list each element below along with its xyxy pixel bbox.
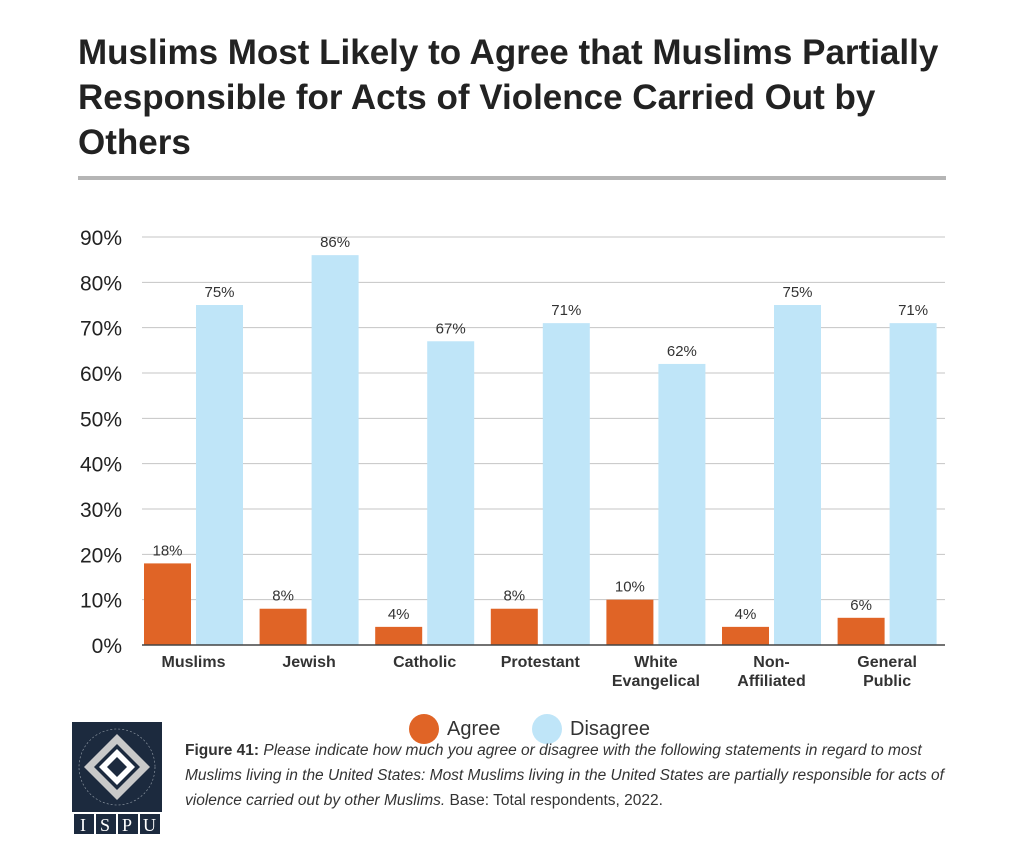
data-label: 71% xyxy=(898,302,928,319)
caption-label: Figure 41: xyxy=(185,742,260,759)
data-label: 10% xyxy=(615,579,645,596)
y-tick-label: 30% xyxy=(80,499,122,522)
y-tick-label: 40% xyxy=(80,454,122,477)
legend-agree-label: Agree xyxy=(447,717,501,740)
y-tick-label: 80% xyxy=(80,272,122,295)
legend-disagree: Disagree xyxy=(532,714,650,744)
x-tick-label: Public xyxy=(863,673,911,690)
data-label: 86% xyxy=(320,234,350,251)
bar-chart: 0% 10% 20% 30% 40% 50% 60% 70% 80% 90% 18% 75% Musli… xyxy=(80,227,945,690)
y-tick-label: 60% xyxy=(80,363,122,386)
x-tick-label: Muslims xyxy=(161,654,225,671)
x-tick-label: Catholic xyxy=(393,654,456,671)
figure-caption: Figure 41: Please indicate how much you … xyxy=(185,738,975,813)
x-tick-label: Non- xyxy=(753,654,789,671)
bar-disagree xyxy=(427,341,475,645)
data-label: 75% xyxy=(782,284,812,301)
caption-base: Base: Total respondents, 2022. xyxy=(445,792,663,809)
legend-disagree-swatch xyxy=(532,714,562,744)
data-label: 6% xyxy=(850,597,872,614)
y-tick-label: 90% xyxy=(80,227,122,250)
bar-agree xyxy=(259,608,307,645)
x-tick-label: Evangelical xyxy=(612,673,700,690)
data-label: 71% xyxy=(551,302,581,319)
bar-agree xyxy=(144,563,191,645)
x-tick-label: General xyxy=(857,654,917,671)
bar-agree xyxy=(606,599,654,645)
y-tick-label: 0% xyxy=(92,635,122,658)
bar-agree xyxy=(722,626,769,645)
x-tick-label: White xyxy=(634,654,678,671)
legend-disagree-label: Disagree xyxy=(570,717,651,740)
x-tick-label: Protestant xyxy=(501,654,581,671)
chart-title: Muslims Most Likely to Agree that Muslim… xyxy=(78,33,939,162)
bar-agree xyxy=(837,617,885,645)
legend-agree-swatch xyxy=(409,714,439,744)
caption-question: Please indicate how much you agree or di… xyxy=(185,742,944,809)
data-label: 62% xyxy=(667,343,697,360)
ispu-logo: I S P U xyxy=(72,722,162,835)
data-label: 8% xyxy=(272,588,294,605)
svg-text:S: S xyxy=(100,815,110,835)
y-tick-label: 10% xyxy=(80,590,122,613)
title-divider xyxy=(78,176,946,180)
bar-agree xyxy=(490,608,538,645)
bar-agree xyxy=(375,626,423,645)
data-label: 75% xyxy=(204,284,234,301)
svg-text:P: P xyxy=(122,815,132,835)
svg-text:I: I xyxy=(80,815,86,835)
data-label: 4% xyxy=(388,606,410,623)
bar-disagree xyxy=(658,363,706,645)
data-label: 8% xyxy=(503,588,525,605)
bar-disagree xyxy=(889,323,937,645)
y-tick-label: 20% xyxy=(80,544,122,567)
x-tick-label: Affiliated xyxy=(737,673,805,690)
bar-disagree xyxy=(311,255,359,645)
svg-text:U: U xyxy=(143,815,156,835)
y-tick-label: 70% xyxy=(80,318,122,341)
y-tick-label: 50% xyxy=(80,408,122,431)
bar-disagree xyxy=(196,305,243,645)
x-tick-label: Jewish xyxy=(282,654,335,671)
data-label: 67% xyxy=(436,320,466,337)
bar-disagree xyxy=(774,305,821,645)
bar-disagree xyxy=(542,323,590,645)
data-label: 4% xyxy=(735,606,757,623)
data-label: 18% xyxy=(152,542,182,559)
legend-agree: Agree xyxy=(409,714,500,744)
